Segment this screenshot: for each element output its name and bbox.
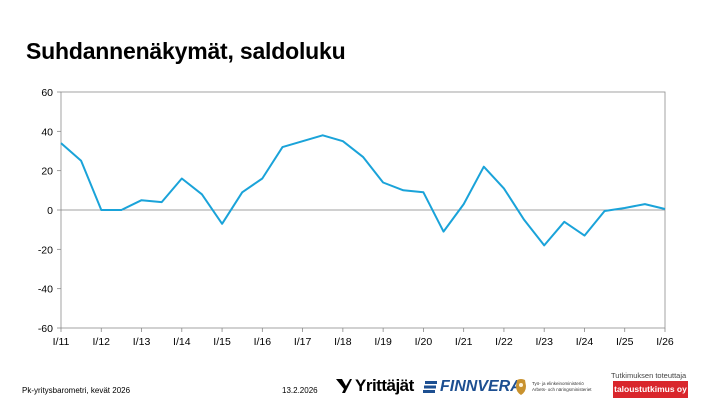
- y-tick-label: -20: [38, 244, 53, 256]
- tem-line-1: Työ- ja elinkeinoministeriö: [532, 381, 584, 386]
- data-point: [563, 221, 565, 223]
- x-tick-label: I/21: [455, 336, 473, 348]
- data-point: [664, 208, 666, 210]
- data-point: [362, 156, 364, 158]
- data-point: [583, 234, 585, 236]
- taloustutkimus-logo: taloustutkimus oy: [613, 381, 688, 398]
- x-tick-label: I/20: [415, 336, 433, 348]
- data-point: [462, 203, 464, 205]
- data-point: [301, 140, 303, 142]
- data-point: [624, 207, 626, 209]
- finnvera-logo: FINNVERA: [423, 378, 522, 396]
- y-tick-label: 60: [41, 87, 53, 99]
- data-point: [241, 191, 243, 193]
- data-point: [523, 219, 525, 221]
- data-point: [442, 230, 444, 232]
- x-tick-label: I/23: [535, 336, 553, 348]
- tem-logo: Työ- ja elinkeinoministeriö Arbets- och …: [514, 378, 592, 396]
- data-point: [140, 199, 142, 201]
- x-tick-label: I/12: [93, 336, 111, 348]
- x-tick-label: I/15: [213, 336, 231, 348]
- data-point: [60, 142, 62, 144]
- series-line: [60, 134, 666, 247]
- x-tick-label: I/26: [656, 336, 674, 348]
- finnvera-stripes-icon: [423, 381, 437, 393]
- data-point: [100, 209, 102, 211]
- x-tick-label: I/25: [616, 336, 634, 348]
- yrittajat-logo: Yrittäjät: [335, 376, 414, 396]
- data-point: [201, 193, 203, 195]
- x-tick-label: I/22: [495, 336, 513, 348]
- y-tick-label: 0: [47, 205, 53, 217]
- yrittajat-mark-icon: [336, 379, 352, 393]
- data-point: [181, 177, 183, 179]
- y-tick-label: -40: [38, 284, 53, 296]
- data-point: [80, 160, 82, 162]
- finnvera-logo-text: FINNVERA: [440, 378, 522, 395]
- y-tick-label: -60: [38, 323, 53, 335]
- data-point: [160, 201, 162, 203]
- x-tick-label: I/17: [294, 336, 312, 348]
- source-note: Pk-yritysbarometri, kevät 2026: [22, 386, 131, 395]
- y-tick-label: 40: [41, 126, 53, 138]
- x-tick-label: I/16: [254, 336, 272, 348]
- yrittajat-logo-text: Yrittäjät: [355, 376, 414, 395]
- x-tick-label: I/14: [173, 336, 191, 348]
- data-point: [422, 191, 424, 193]
- data-point: [261, 177, 263, 179]
- y-tick-label: 20: [41, 166, 53, 178]
- lion-crest-icon: [516, 379, 526, 395]
- x-tick-label: I/13: [133, 336, 151, 348]
- tem-line-2: Arbets- och näringsministeriet: [532, 387, 592, 392]
- data-point: [644, 203, 646, 205]
- data-point: [342, 140, 344, 142]
- data-point: [322, 134, 324, 136]
- x-tick-label: I/24: [576, 336, 594, 348]
- data-point: [120, 209, 122, 211]
- date-label: 13.2.2026: [282, 386, 318, 395]
- data-point: [281, 146, 283, 148]
- research-label: Tutkimuksen toteuttaja: [611, 371, 687, 380]
- data-point: [503, 187, 505, 189]
- data-point: [221, 223, 223, 225]
- page-title: Suhdannenäkymät, saldoluku: [26, 38, 346, 64]
- x-tick-label: I/19: [374, 336, 392, 348]
- data-point: [483, 166, 485, 168]
- data-point: [382, 181, 384, 183]
- data-point: [543, 244, 545, 246]
- x-tick-label: I/18: [334, 336, 352, 348]
- data-point: [603, 210, 605, 212]
- data-point: [402, 189, 404, 191]
- x-tick-label: I/11: [53, 336, 70, 348]
